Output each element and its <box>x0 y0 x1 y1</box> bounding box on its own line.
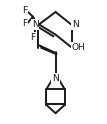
Text: F: F <box>22 19 27 28</box>
Text: N: N <box>32 20 39 29</box>
Text: N: N <box>72 20 79 29</box>
Text: F: F <box>30 32 36 42</box>
Text: F: F <box>22 6 27 15</box>
Text: N: N <box>52 74 59 83</box>
Text: OH: OH <box>72 43 86 52</box>
